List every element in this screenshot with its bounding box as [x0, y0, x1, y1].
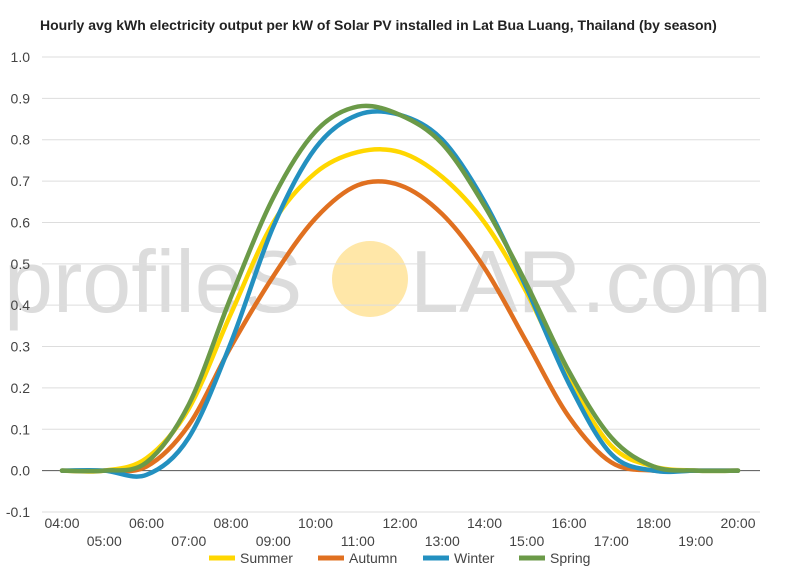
legend-item-autumn: Autumn — [318, 550, 397, 566]
x-tick-label: 14:00 — [467, 515, 502, 531]
y-tick-label: 0.8 — [11, 132, 31, 148]
x-axis: 04:00 06:00 08:00 10:00 12:00 14:00 16:00 18:00… — [44, 515, 755, 549]
legend: Summer Autumn Winter Spring — [209, 550, 590, 566]
x-tick-label: 10:00 — [298, 515, 333, 531]
watermark-text-left: profileS — [4, 232, 302, 331]
y-tick-label: 0.1 — [11, 421, 31, 437]
x-tick-label: 15:00 — [509, 533, 544, 549]
x-tick-label: 09:00 — [256, 533, 291, 549]
x-tick-label: 06:00 — [129, 515, 164, 531]
series-lines — [59, 103, 741, 479]
x-tick-label: 11:00 — [341, 533, 375, 549]
x-tick-label: 04:00 — [44, 515, 79, 531]
chart-title: Hourly avg kWh electricity output per kW… — [40, 17, 717, 33]
legend-label: Autumn — [349, 550, 397, 566]
legend-label: Winter — [454, 550, 495, 566]
x-tick-label: 16:00 — [551, 515, 586, 531]
x-tick-label: 12:00 — [382, 515, 417, 531]
legend-item-winter: Winter — [423, 550, 495, 566]
x-tick-label: 20:00 — [720, 515, 755, 531]
x-tick-label: 18:00 — [636, 515, 671, 531]
y-tick-label: 0.7 — [11, 173, 31, 189]
x-tick-label: 19:00 — [678, 533, 713, 549]
legend-item-spring: Spring — [519, 550, 590, 566]
y-tick-label: 0.0 — [11, 463, 31, 479]
legend-label: Summer — [240, 550, 293, 566]
x-tick-label: 17:00 — [594, 533, 629, 549]
x-tick-label: 08:00 — [213, 515, 248, 531]
y-tick-label: 0.3 — [11, 339, 31, 355]
y-tick-label: 0.6 — [11, 214, 31, 230]
gridlines: 1.0 0.9 0.8 0.7 0.6 0.5 0.4 0.3 0.2 0.1 0.0 -0.1 — [6, 49, 760, 520]
y-tick-label: 0.5 — [11, 256, 31, 272]
watermark-text-right: LAR.com — [410, 232, 772, 331]
legend-item-summer: Summer — [209, 550, 293, 566]
watermark-sun — [332, 241, 408, 317]
legend-label: Spring — [550, 550, 590, 566]
x-tick-label: 05:00 — [87, 533, 122, 549]
x-tick-label: 07:00 — [171, 533, 206, 549]
x-tick-label: 13:00 — [425, 533, 460, 549]
y-tick-label: 0.9 — [11, 90, 31, 106]
y-tick-label: 1.0 — [11, 49, 31, 65]
y-tick-label: 0.4 — [11, 297, 31, 313]
watermark: profileS LAR.com — [4, 232, 772, 331]
series-line-autumn — [59, 179, 741, 474]
series-line-spring — [59, 103, 741, 474]
y-tick-label: -0.1 — [6, 504, 30, 520]
y-tick-label: 0.2 — [11, 380, 31, 396]
